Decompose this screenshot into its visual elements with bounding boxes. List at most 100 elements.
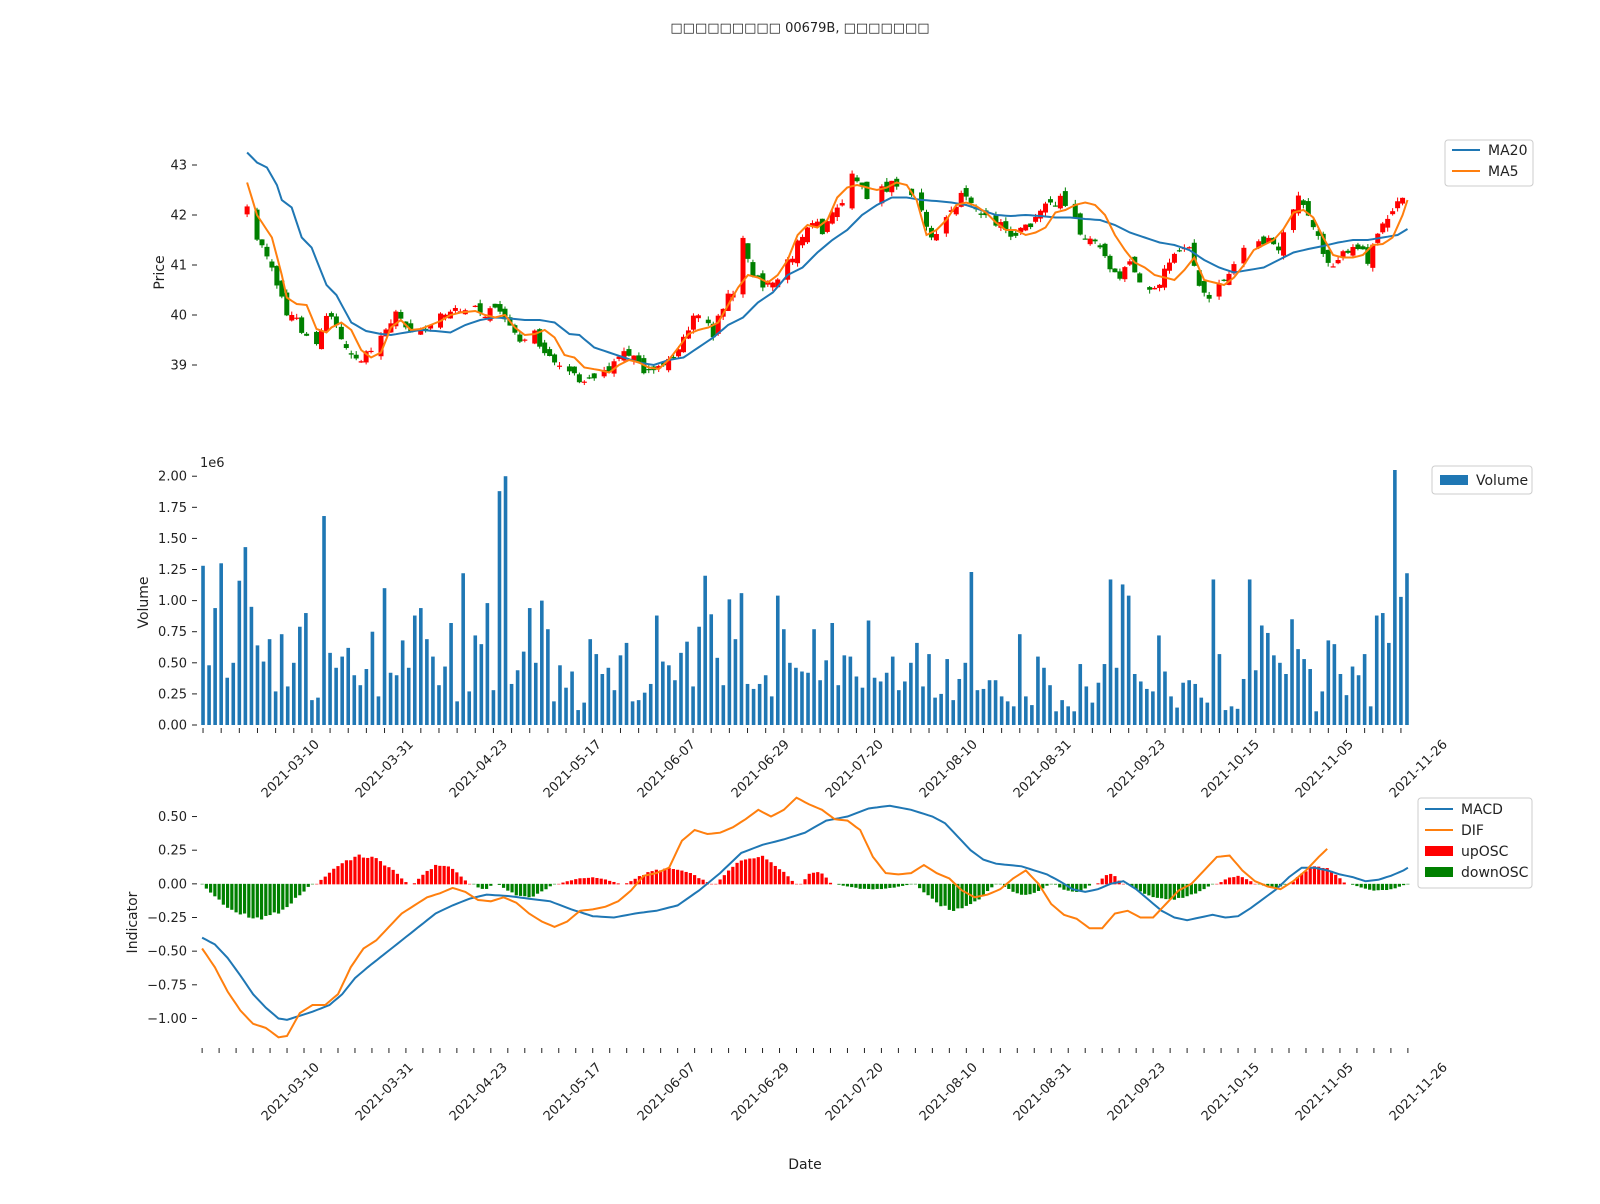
volume-bar	[1326, 640, 1331, 725]
volume-bar	[443, 666, 447, 725]
volume-bar	[588, 639, 593, 725]
osc-bar-up	[684, 871, 688, 885]
osc-bar-down	[281, 883, 285, 910]
candle-down	[1052, 205, 1058, 207]
volume-bar	[715, 657, 720, 725]
candle-up	[363, 351, 369, 363]
volume-bar	[1145, 688, 1149, 725]
candle-down	[1176, 250, 1182, 252]
osc-bar-up	[429, 869, 433, 885]
volume-axis-tick-label: 0.00	[158, 719, 187, 734]
osc-bar-down	[1130, 883, 1134, 887]
osc-bar-down	[1134, 883, 1138, 890]
candle-up	[889, 180, 895, 193]
indicator-axis-tick-label: −0.50	[147, 945, 187, 960]
volume-bar	[219, 563, 223, 725]
osc-bar-up	[1109, 873, 1113, 885]
osc-bar-down	[251, 883, 255, 919]
osc-bar-down	[871, 883, 875, 890]
volume-bar	[461, 573, 465, 725]
volume-bar	[340, 656, 344, 725]
candle-down	[408, 323, 414, 333]
osc-bar-up	[446, 866, 450, 885]
osc-bar-down	[204, 883, 208, 889]
volume-bar	[352, 675, 357, 725]
volume-bar	[225, 677, 230, 725]
volume-x-tick-label: 2021-08-10	[917, 737, 981, 801]
candle-down	[1137, 273, 1143, 283]
volume-bar	[903, 681, 907, 725]
candle-down	[1112, 268, 1118, 273]
volume-bar	[909, 662, 913, 725]
volume-bar	[1090, 702, 1095, 725]
candle-up	[879, 186, 885, 204]
candle-up	[1395, 201, 1401, 209]
volume-bar	[794, 667, 798, 725]
candle-down	[606, 366, 612, 372]
osc-bar-up	[824, 877, 828, 885]
price-axis-tick-label: 41	[170, 259, 187, 274]
candle-down	[1097, 245, 1103, 248]
candle-down	[497, 304, 503, 312]
osc-bar-up	[557, 883, 561, 885]
volume-bar	[915, 642, 919, 725]
volume-bar	[848, 656, 853, 725]
osc-bar-up	[387, 867, 391, 885]
osc-bar-up	[455, 872, 459, 885]
osc-bar-down	[544, 883, 548, 890]
volume-bar	[830, 623, 835, 725]
volume-axis-tick-label: 1.50	[158, 532, 187, 547]
osc-bar-up	[1312, 866, 1317, 885]
osc-bar-up	[378, 861, 383, 885]
volume-bar	[328, 652, 332, 725]
osc-bar-down	[973, 883, 977, 902]
volume-x-tick-label: 2021-11-05	[1293, 737, 1357, 801]
osc-bar-up	[434, 864, 438, 885]
indicator-x-tick-label: 2021-11-26	[1387, 1060, 1451, 1124]
osc-bar-down	[862, 883, 867, 889]
osc-bar-up	[722, 875, 726, 885]
osc-bar-up	[616, 883, 620, 885]
candle-down	[1147, 287, 1153, 290]
osc-bar-up	[701, 879, 705, 885]
osc-bar-up	[714, 883, 718, 885]
osc-bar-down	[238, 883, 242, 915]
volume-bar	[533, 662, 538, 725]
volume-offset-label: 1e6	[200, 456, 225, 471]
osc-bar-down	[1045, 883, 1049, 886]
candle-down	[274, 265, 280, 286]
legend-swatch-uposc	[1425, 846, 1453, 856]
candle-up	[785, 259, 791, 280]
volume-bar	[1272, 655, 1276, 725]
volume-bar	[1302, 659, 1306, 725]
price-axis-title: Price	[152, 255, 168, 289]
osc-bar-down	[896, 883, 901, 887]
candle-up	[814, 221, 820, 227]
candle-down	[552, 354, 558, 363]
legend-label-downosc: downOSC	[1461, 865, 1529, 881]
volume-bar	[1332, 644, 1337, 725]
osc-bar-up	[1236, 875, 1240, 885]
osc-bar-up	[777, 869, 782, 885]
osc-bar-down	[892, 883, 896, 888]
volume-bar	[570, 671, 574, 725]
osc-bar-down	[1007, 883, 1011, 889]
volume-bar	[824, 660, 828, 725]
osc-bar-down	[884, 883, 888, 889]
volume-bar	[860, 687, 865, 725]
osc-bar-up	[361, 857, 366, 885]
osc-bar-down	[484, 883, 489, 889]
osc-bar-down	[841, 883, 845, 886]
osc-bar-down	[221, 883, 225, 905]
osc-bar-up	[421, 874, 425, 885]
osc-bar-up	[340, 863, 344, 885]
candle-up	[1171, 253, 1177, 263]
osc-bar-down	[285, 883, 289, 908]
osc-bar-up	[735, 862, 739, 885]
volume-bar	[800, 671, 804, 725]
volume-bar	[1399, 596, 1403, 725]
osc-bar-down	[1406, 883, 1410, 885]
volume-bar	[231, 662, 236, 725]
candle-down	[919, 192, 925, 211]
candle-down	[1008, 229, 1014, 237]
